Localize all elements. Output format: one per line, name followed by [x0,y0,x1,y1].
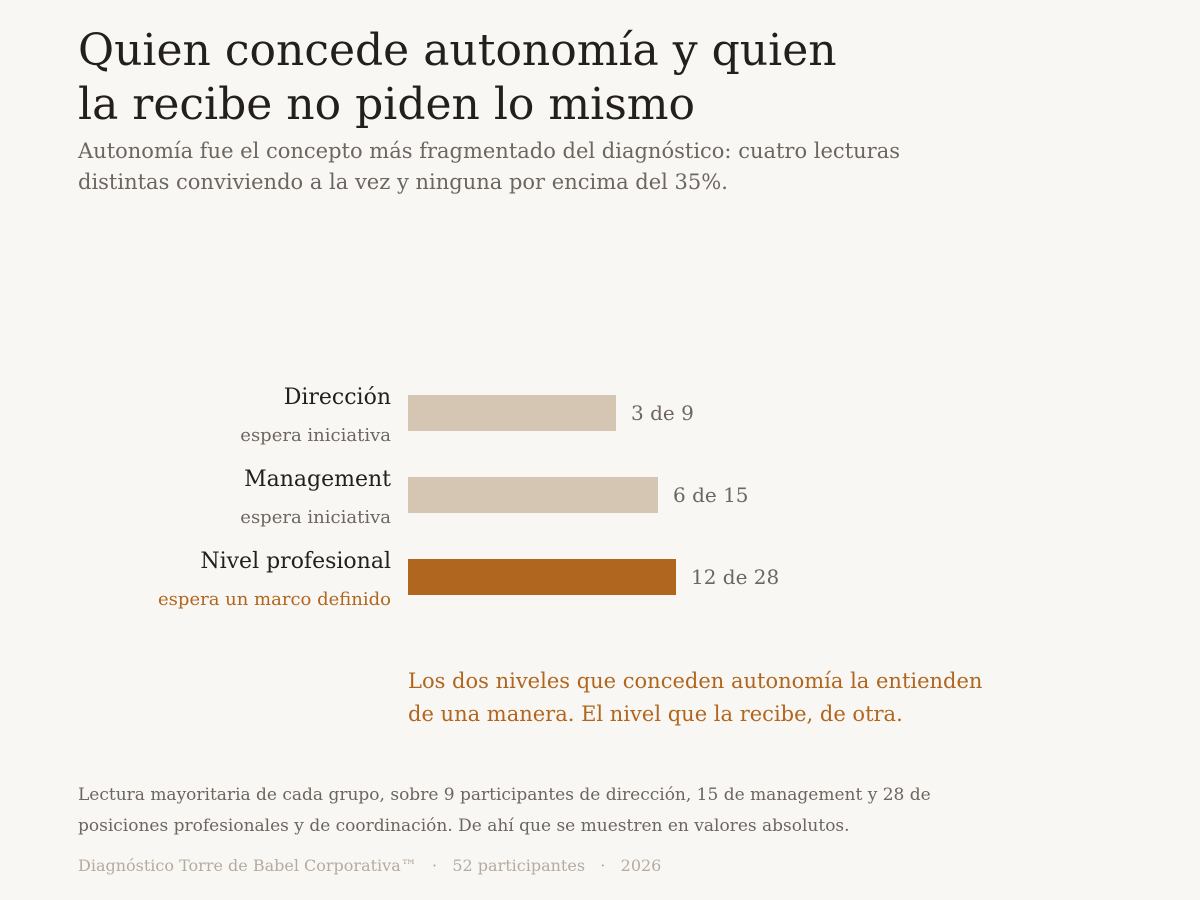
chart-subtitle: Autonomía fue el concepto más fragmentad… [78,136,1078,198]
bar-chart-svg: Dirección espera iniciativa 3 de 9 Manageme… [158,385,779,610]
chart-title: Quien concede autonomía y quien la recib… [78,24,978,132]
category-sublabel-direccion: espera iniciativa [240,425,391,446]
methodology-note: Lectura mayoritaria de cada grupo, sobre… [78,780,1078,842]
bar-value-nivel-profesional: 12 de 28 [691,565,779,589]
bar-nivel-profesional [408,559,676,595]
category-label-management: Management [244,467,391,492]
chart-subtitle-line-2: distintas conviviendo a la vez y ninguna… [78,170,728,194]
chart-title-line-2: la recibe no piden lo mismo [78,79,695,130]
bar-row-direccion: Dirección espera iniciativa 3 de 9 [240,385,694,446]
bar-value-direccion: 3 de 9 [631,401,694,425]
chart-callout-line-2: de una manera. El nivel que la recibe, d… [408,702,903,726]
bar-management [408,477,658,513]
source-footer: Diagnóstico Torre de Babel Corporativa™ … [78,856,662,875]
methodology-note-line-2: posiciones profesionales y de coordinaci… [78,816,850,836]
category-sublabel-nivel-profesional: espera un marco definido [158,589,391,610]
chart-subtitle-line-1: Autonomía fue el concepto más fragmentad… [78,139,900,163]
methodology-note-line-1: Lectura mayoritaria de cada grupo, sobre… [78,785,931,805]
chart-callout-line-1: Los dos niveles que conceden autonomía l… [408,669,983,693]
bar-row-management: Management espera iniciativa 6 de 15 [240,467,748,528]
chart-callout: Los dos niveles que conceden autonomía l… [408,665,1108,731]
bar-value-management: 6 de 15 [673,483,749,507]
bar-direccion [408,395,616,431]
bar-row-nivel-profesional: Nivel profesional espera un marco definid… [158,549,779,610]
category-label-direccion: Dirección [284,385,391,410]
bar-chart: Dirección espera iniciativa 3 de 9 Manageme… [0,360,1200,630]
category-label-nivel-profesional: Nivel profesional [200,549,391,574]
chart-title-line-1: Quien concede autonomía y quien [78,25,837,76]
category-sublabel-management: espera iniciativa [240,507,391,528]
